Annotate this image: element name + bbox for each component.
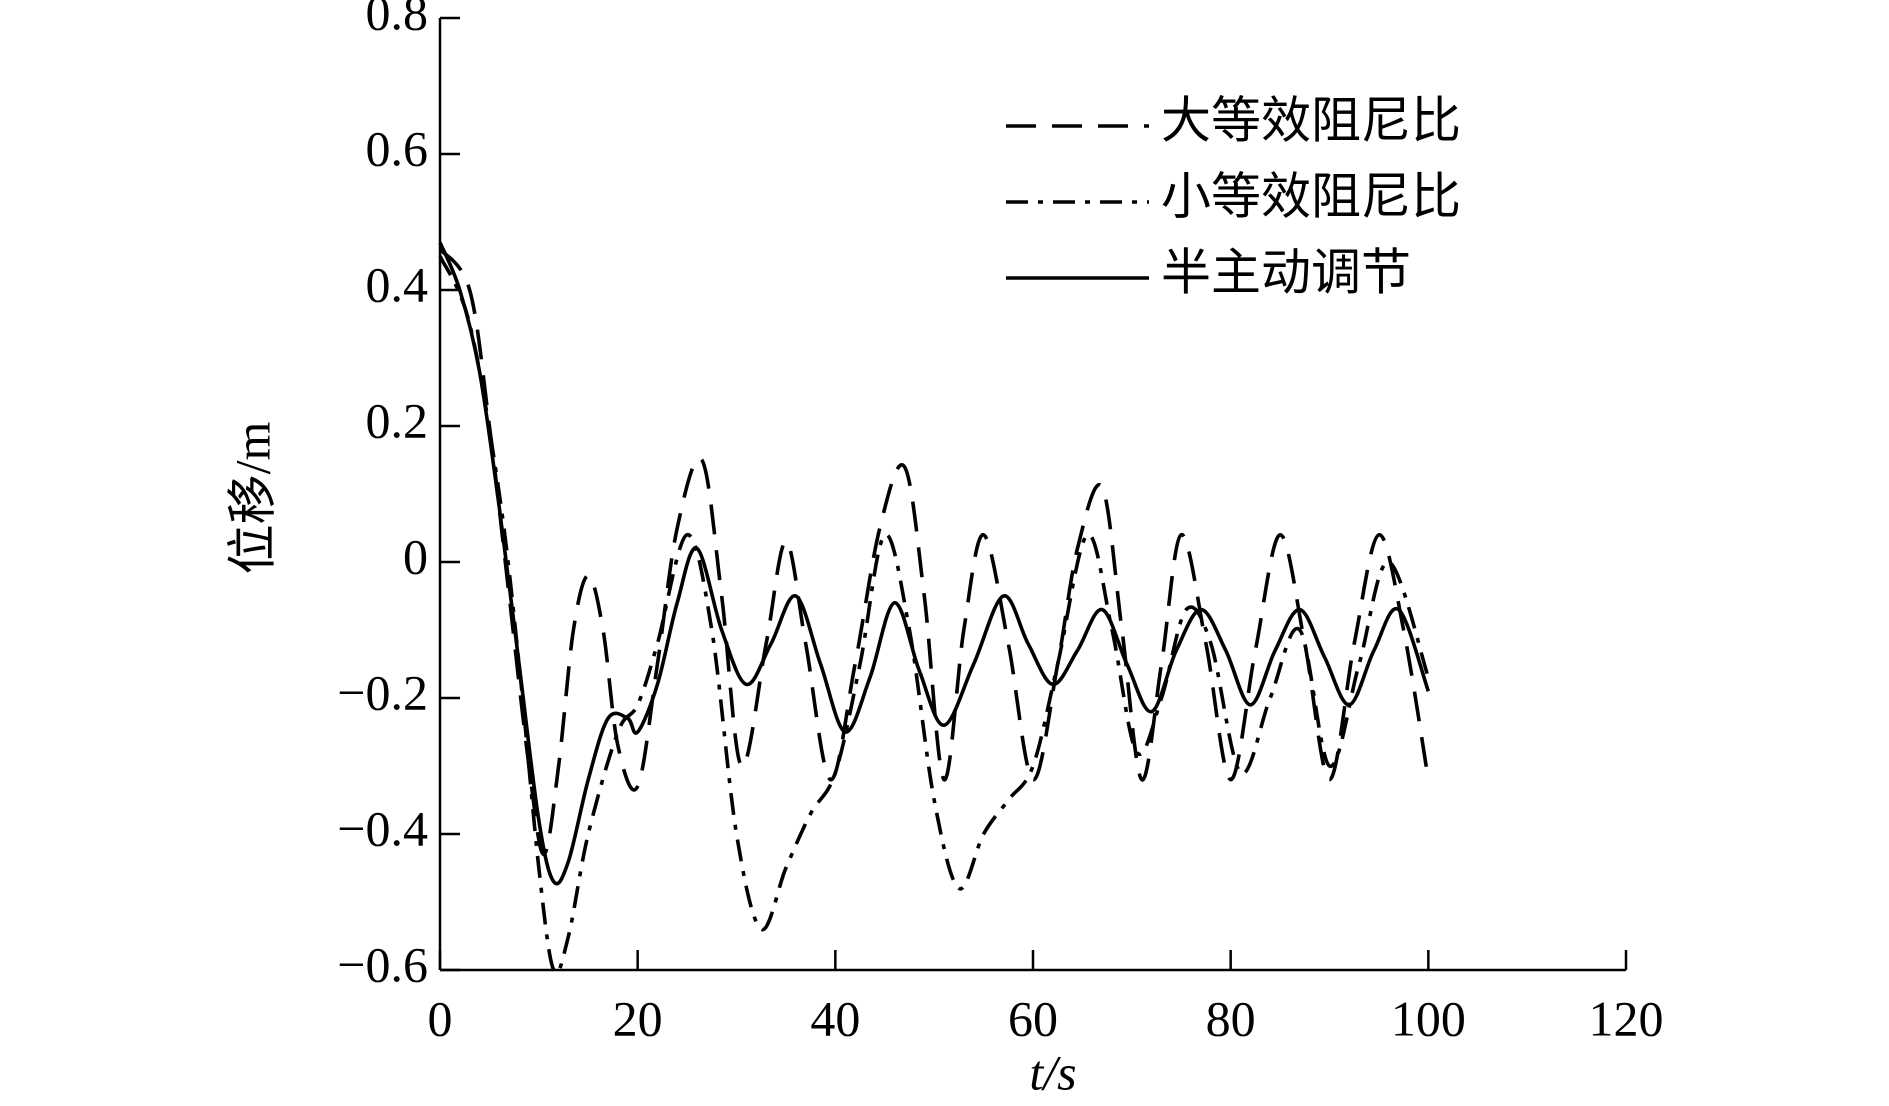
x-tick-label: 80 bbox=[1206, 990, 1256, 1046]
line-series bbox=[438, 241, 1431, 886]
legend-label: 半主动调节 bbox=[1161, 244, 1411, 300]
y-tick-label: 0 bbox=[403, 528, 428, 584]
y-tick-label: 0.4 bbox=[366, 256, 429, 312]
x-tick-label: 20 bbox=[613, 990, 663, 1046]
y-tick-label: 0.2 bbox=[366, 392, 429, 448]
x-axis-label: t/s bbox=[1029, 1044, 1076, 1100]
x-tick-label: 120 bbox=[1589, 990, 1664, 1046]
y-tick-label: −0.4 bbox=[337, 800, 428, 856]
y-tick-label: −0.2 bbox=[337, 664, 428, 720]
line-series bbox=[438, 247, 1431, 857]
x-tick-label: 60 bbox=[1008, 990, 1058, 1046]
y-tick-label: 0.8 bbox=[366, 0, 429, 40]
legend-label: 大等效阻尼比 bbox=[1161, 92, 1461, 148]
line-series bbox=[438, 255, 1431, 975]
y-tick-label: 0.6 bbox=[366, 120, 429, 176]
x-tick-label: 40 bbox=[810, 990, 860, 1046]
y-tick-label: −0.6 bbox=[337, 936, 428, 992]
y-axis-label: 位移/m bbox=[224, 422, 280, 575]
legend-label: 小等效阻尼比 bbox=[1161, 168, 1461, 224]
x-tick-label: 0 bbox=[428, 990, 453, 1046]
x-tick-label: 100 bbox=[1391, 990, 1466, 1046]
